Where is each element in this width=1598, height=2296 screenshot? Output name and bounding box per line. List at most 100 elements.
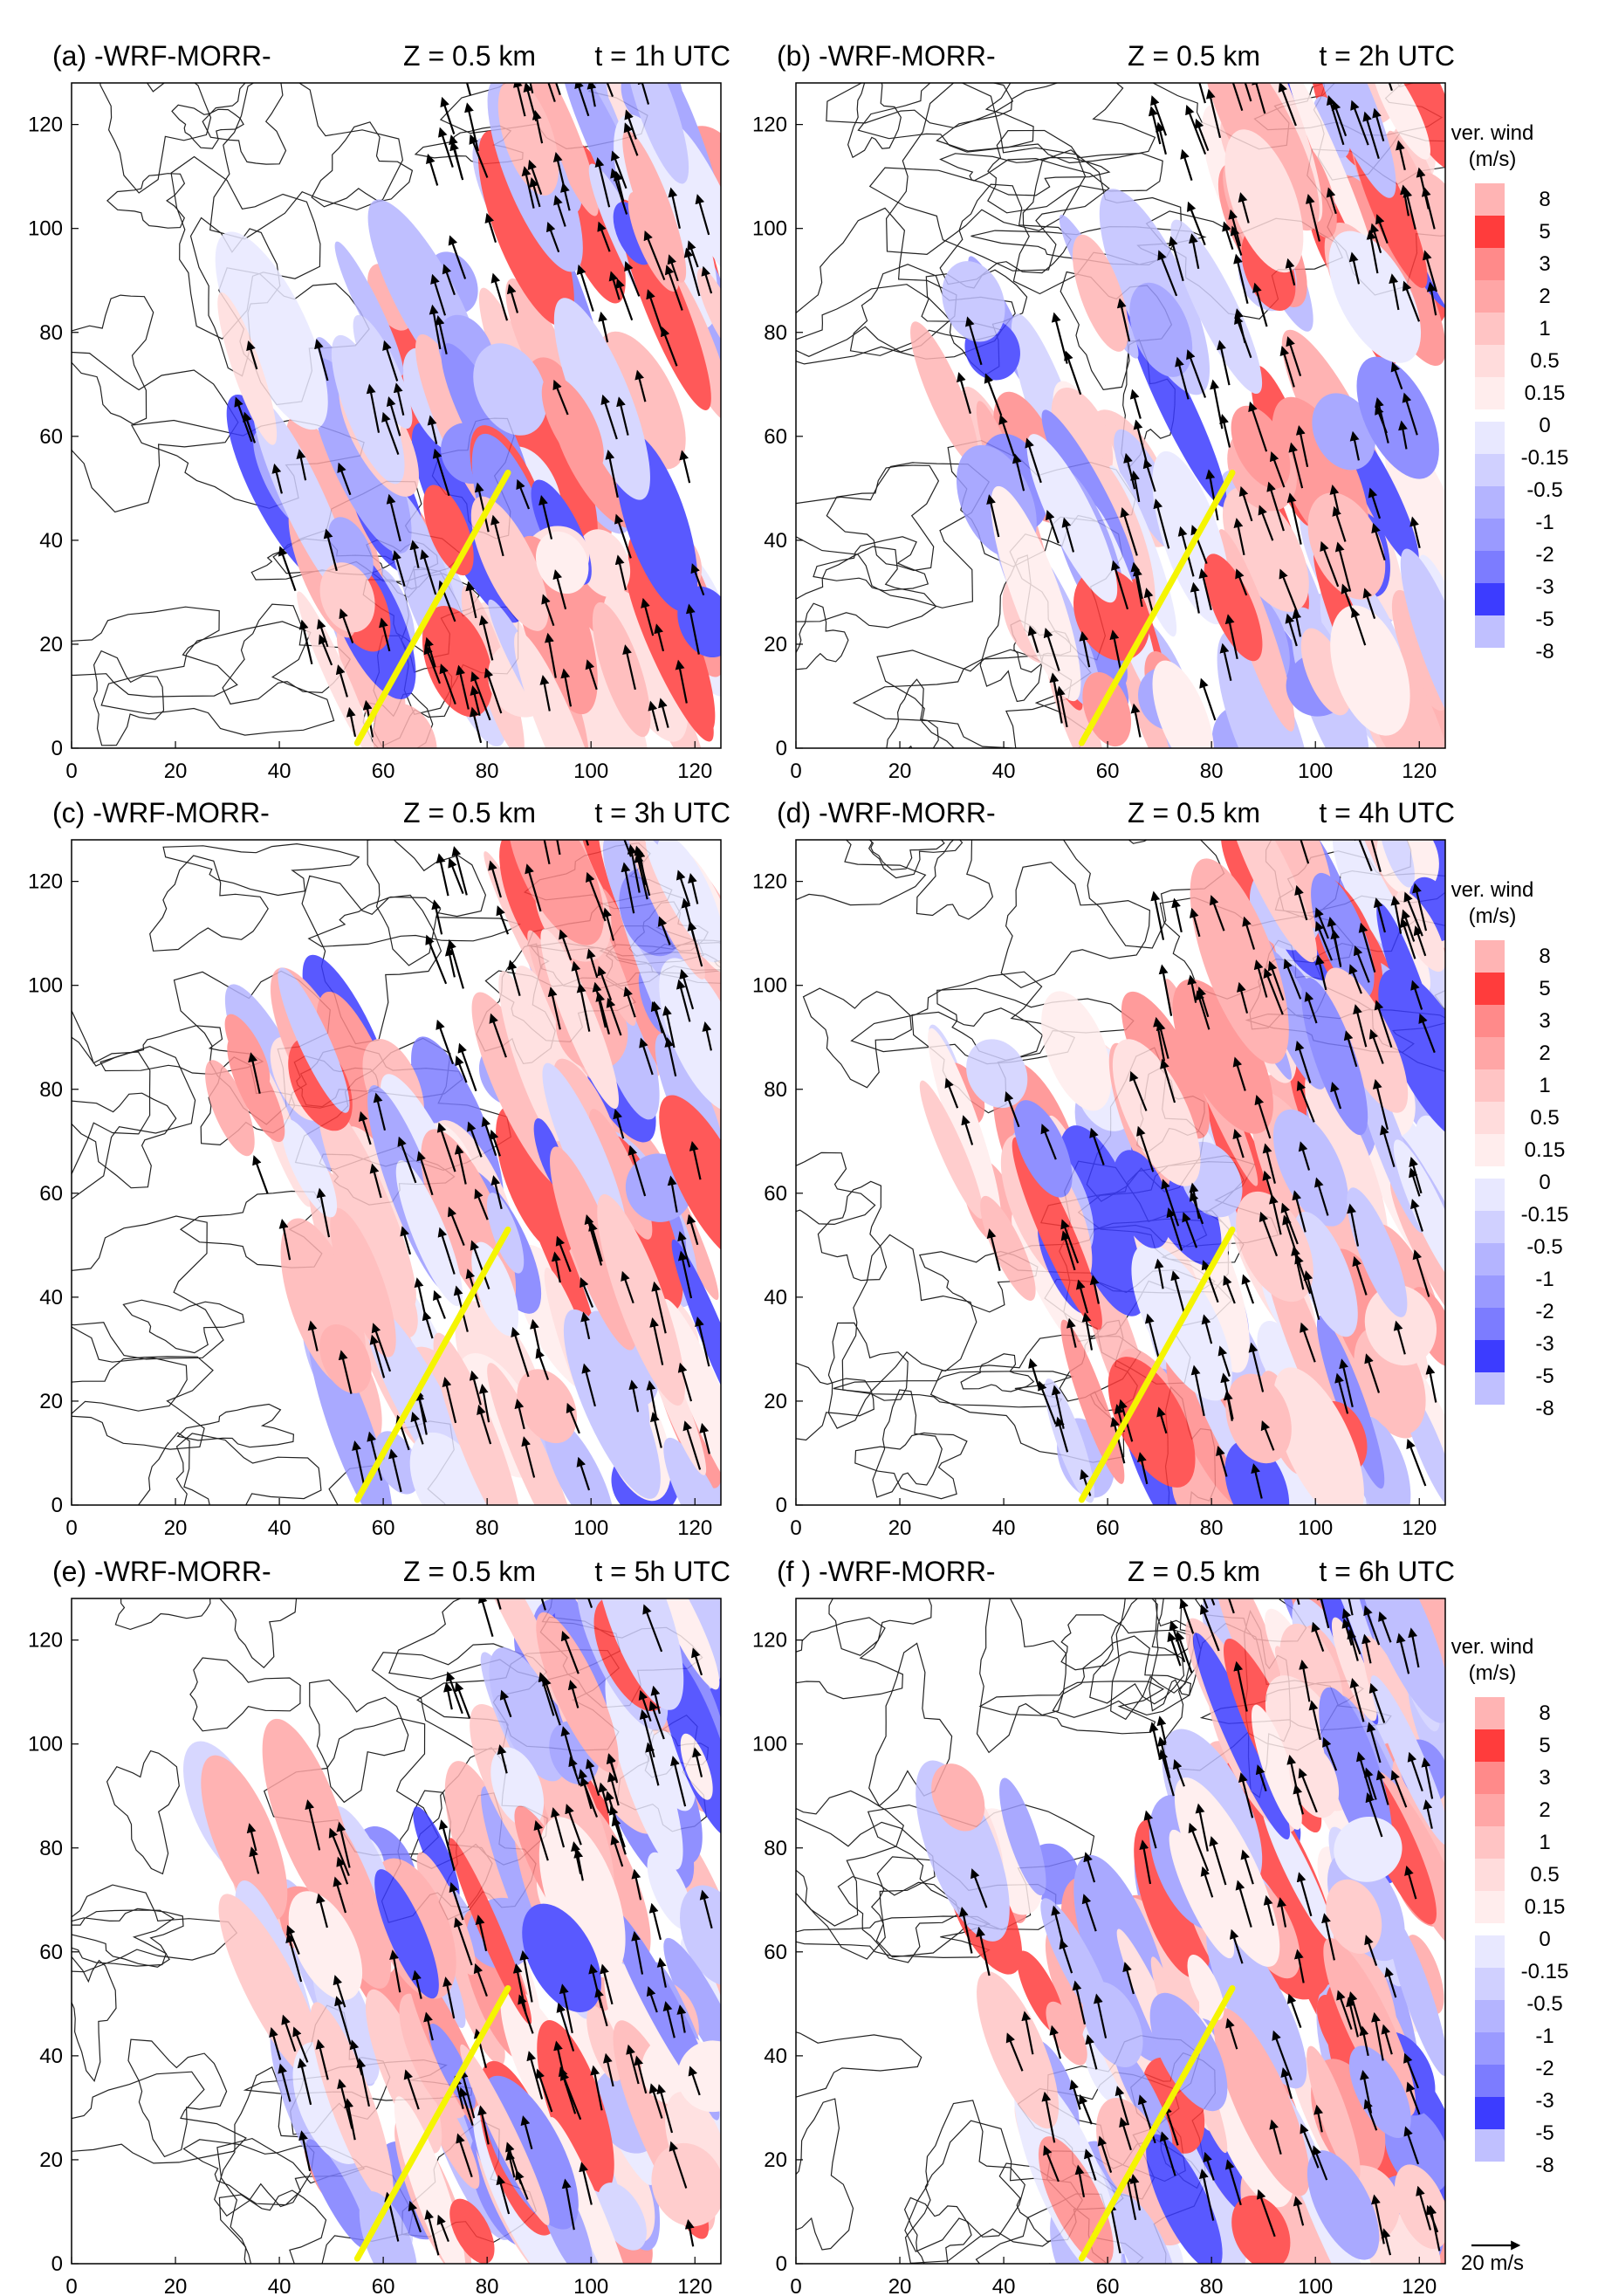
wind-vector — [1352, 1255, 1368, 1296]
wind-vector — [1404, 1865, 1417, 1900]
wind-vector — [1259, 1211, 1279, 1257]
wind-vector — [1322, 1736, 1338, 1771]
terrain-contour — [149, 855, 269, 952]
wind-vector — [464, 102, 479, 152]
wind-vector — [449, 1881, 464, 1921]
colorbar-swatch — [1475, 1243, 1505, 1275]
wind-vector — [1123, 452, 1136, 490]
wind-vector — [658, 698, 669, 728]
wind-patch — [586, 2005, 623, 2081]
wind-vector — [1194, 118, 1210, 151]
wind-vector — [1129, 388, 1142, 419]
colorbar-label: 8 — [1539, 1701, 1550, 1725]
wind-patch — [514, 631, 605, 748]
wind-vector — [1187, 201, 1206, 246]
y-tick-label: 80 — [39, 1078, 63, 1102]
y-tick-label: 120 — [28, 1629, 63, 1653]
wind-patch — [1324, 967, 1409, 1113]
wind-patch — [416, 1852, 477, 1976]
wind-vector — [1232, 1056, 1246, 1091]
wind-patch — [919, 1080, 984, 1219]
wind-vector — [1028, 1358, 1040, 1390]
terrain-contour — [189, 1657, 301, 1732]
wind-vector — [605, 1791, 622, 1837]
terrain-contour — [847, 83, 902, 159]
wind-vector — [465, 581, 477, 619]
wind-vector — [1299, 1660, 1311, 1702]
wind-patch — [1261, 1799, 1334, 1942]
wind-patch — [359, 2190, 418, 2264]
wind-patch — [1129, 282, 1193, 377]
wind-patch — [663, 1937, 721, 2081]
wind-patch — [507, 1138, 598, 1346]
wind-vector — [1223, 1275, 1236, 1304]
wind-vector — [594, 1987, 608, 2027]
wind-vector — [664, 1037, 677, 1077]
wind-patch — [622, 130, 687, 283]
wind-vector — [1368, 1682, 1386, 1723]
wind-vector — [1350, 607, 1367, 646]
wind-vector — [648, 700, 660, 732]
wind-vector — [621, 862, 635, 914]
terrain-contour — [796, 1790, 905, 1927]
wind-vector — [1210, 379, 1224, 430]
wind-vector — [1390, 361, 1403, 390]
wind-vector — [1410, 980, 1423, 1010]
y-tick-label: 20 — [39, 633, 63, 656]
wind-vector — [484, 212, 497, 244]
wind-vector — [1219, 414, 1231, 448]
wind-vector — [1089, 1127, 1105, 1165]
wind-vector — [1133, 419, 1149, 466]
terrain-contour — [841, 1234, 977, 1393]
wind-vector — [458, 2068, 476, 2119]
wind-vector — [1116, 298, 1131, 342]
panel-title-model: (c) -WRF-MORR- — [52, 797, 270, 828]
wind-vector — [677, 1250, 693, 1299]
wind-vector — [1061, 517, 1075, 553]
wind-vector — [541, 594, 555, 627]
wind-vector — [1279, 345, 1295, 388]
terrain-contour — [796, 1362, 874, 1441]
wind-patch — [1225, 840, 1318, 963]
wind-vector — [1157, 250, 1178, 297]
colorbar-swatch — [1475, 377, 1505, 409]
wind-vector — [246, 1823, 257, 1852]
terrain-contour — [1089, 1598, 1185, 1705]
wind-vector — [651, 1000, 663, 1034]
x-tick-label: 100 — [1298, 760, 1333, 783]
wind-vector — [551, 1807, 566, 1848]
wind-vector — [1279, 568, 1300, 617]
wind-vector — [431, 899, 443, 935]
wind-vector — [252, 1155, 269, 1194]
wind-patch — [597, 1193, 685, 1406]
x-tick-label: 60 — [372, 2275, 395, 2296]
x-tick-label: 0 — [65, 2275, 77, 2296]
wind-patch — [1225, 1373, 1292, 1464]
wind-vector — [650, 1412, 662, 1448]
wind-patch — [1190, 858, 1289, 1064]
wind-vector — [645, 1742, 660, 1786]
wind-vector — [454, 1681, 471, 1719]
wind-vector — [1045, 510, 1060, 544]
y-tick-label: 120 — [752, 1629, 787, 1653]
wind-vector — [518, 1994, 534, 2034]
wind-vector — [1217, 1345, 1231, 1377]
wind-vector — [1049, 2024, 1062, 2059]
wind-patch — [528, 83, 599, 217]
wind-vectors — [234, 83, 713, 744]
colorbar-swatch — [1475, 1275, 1505, 1308]
wind-vector — [623, 986, 636, 1018]
terrain-contour — [1000, 861, 1151, 988]
wind-vector — [1233, 518, 1245, 556]
y-tick-label: 100 — [752, 974, 787, 998]
y-tick-label: 120 — [752, 870, 787, 894]
wind-vector — [648, 2083, 663, 2119]
wind-vector — [641, 597, 655, 636]
wind-patch — [217, 292, 278, 445]
wind-patch — [1169, 1829, 1235, 1959]
wind-vector — [594, 156, 611, 208]
y-tick-label: 40 — [39, 529, 63, 553]
colorbar-label: -1 — [1535, 2024, 1553, 2048]
wind-vector — [1339, 1358, 1354, 1407]
wind-vector — [607, 1771, 620, 1806]
